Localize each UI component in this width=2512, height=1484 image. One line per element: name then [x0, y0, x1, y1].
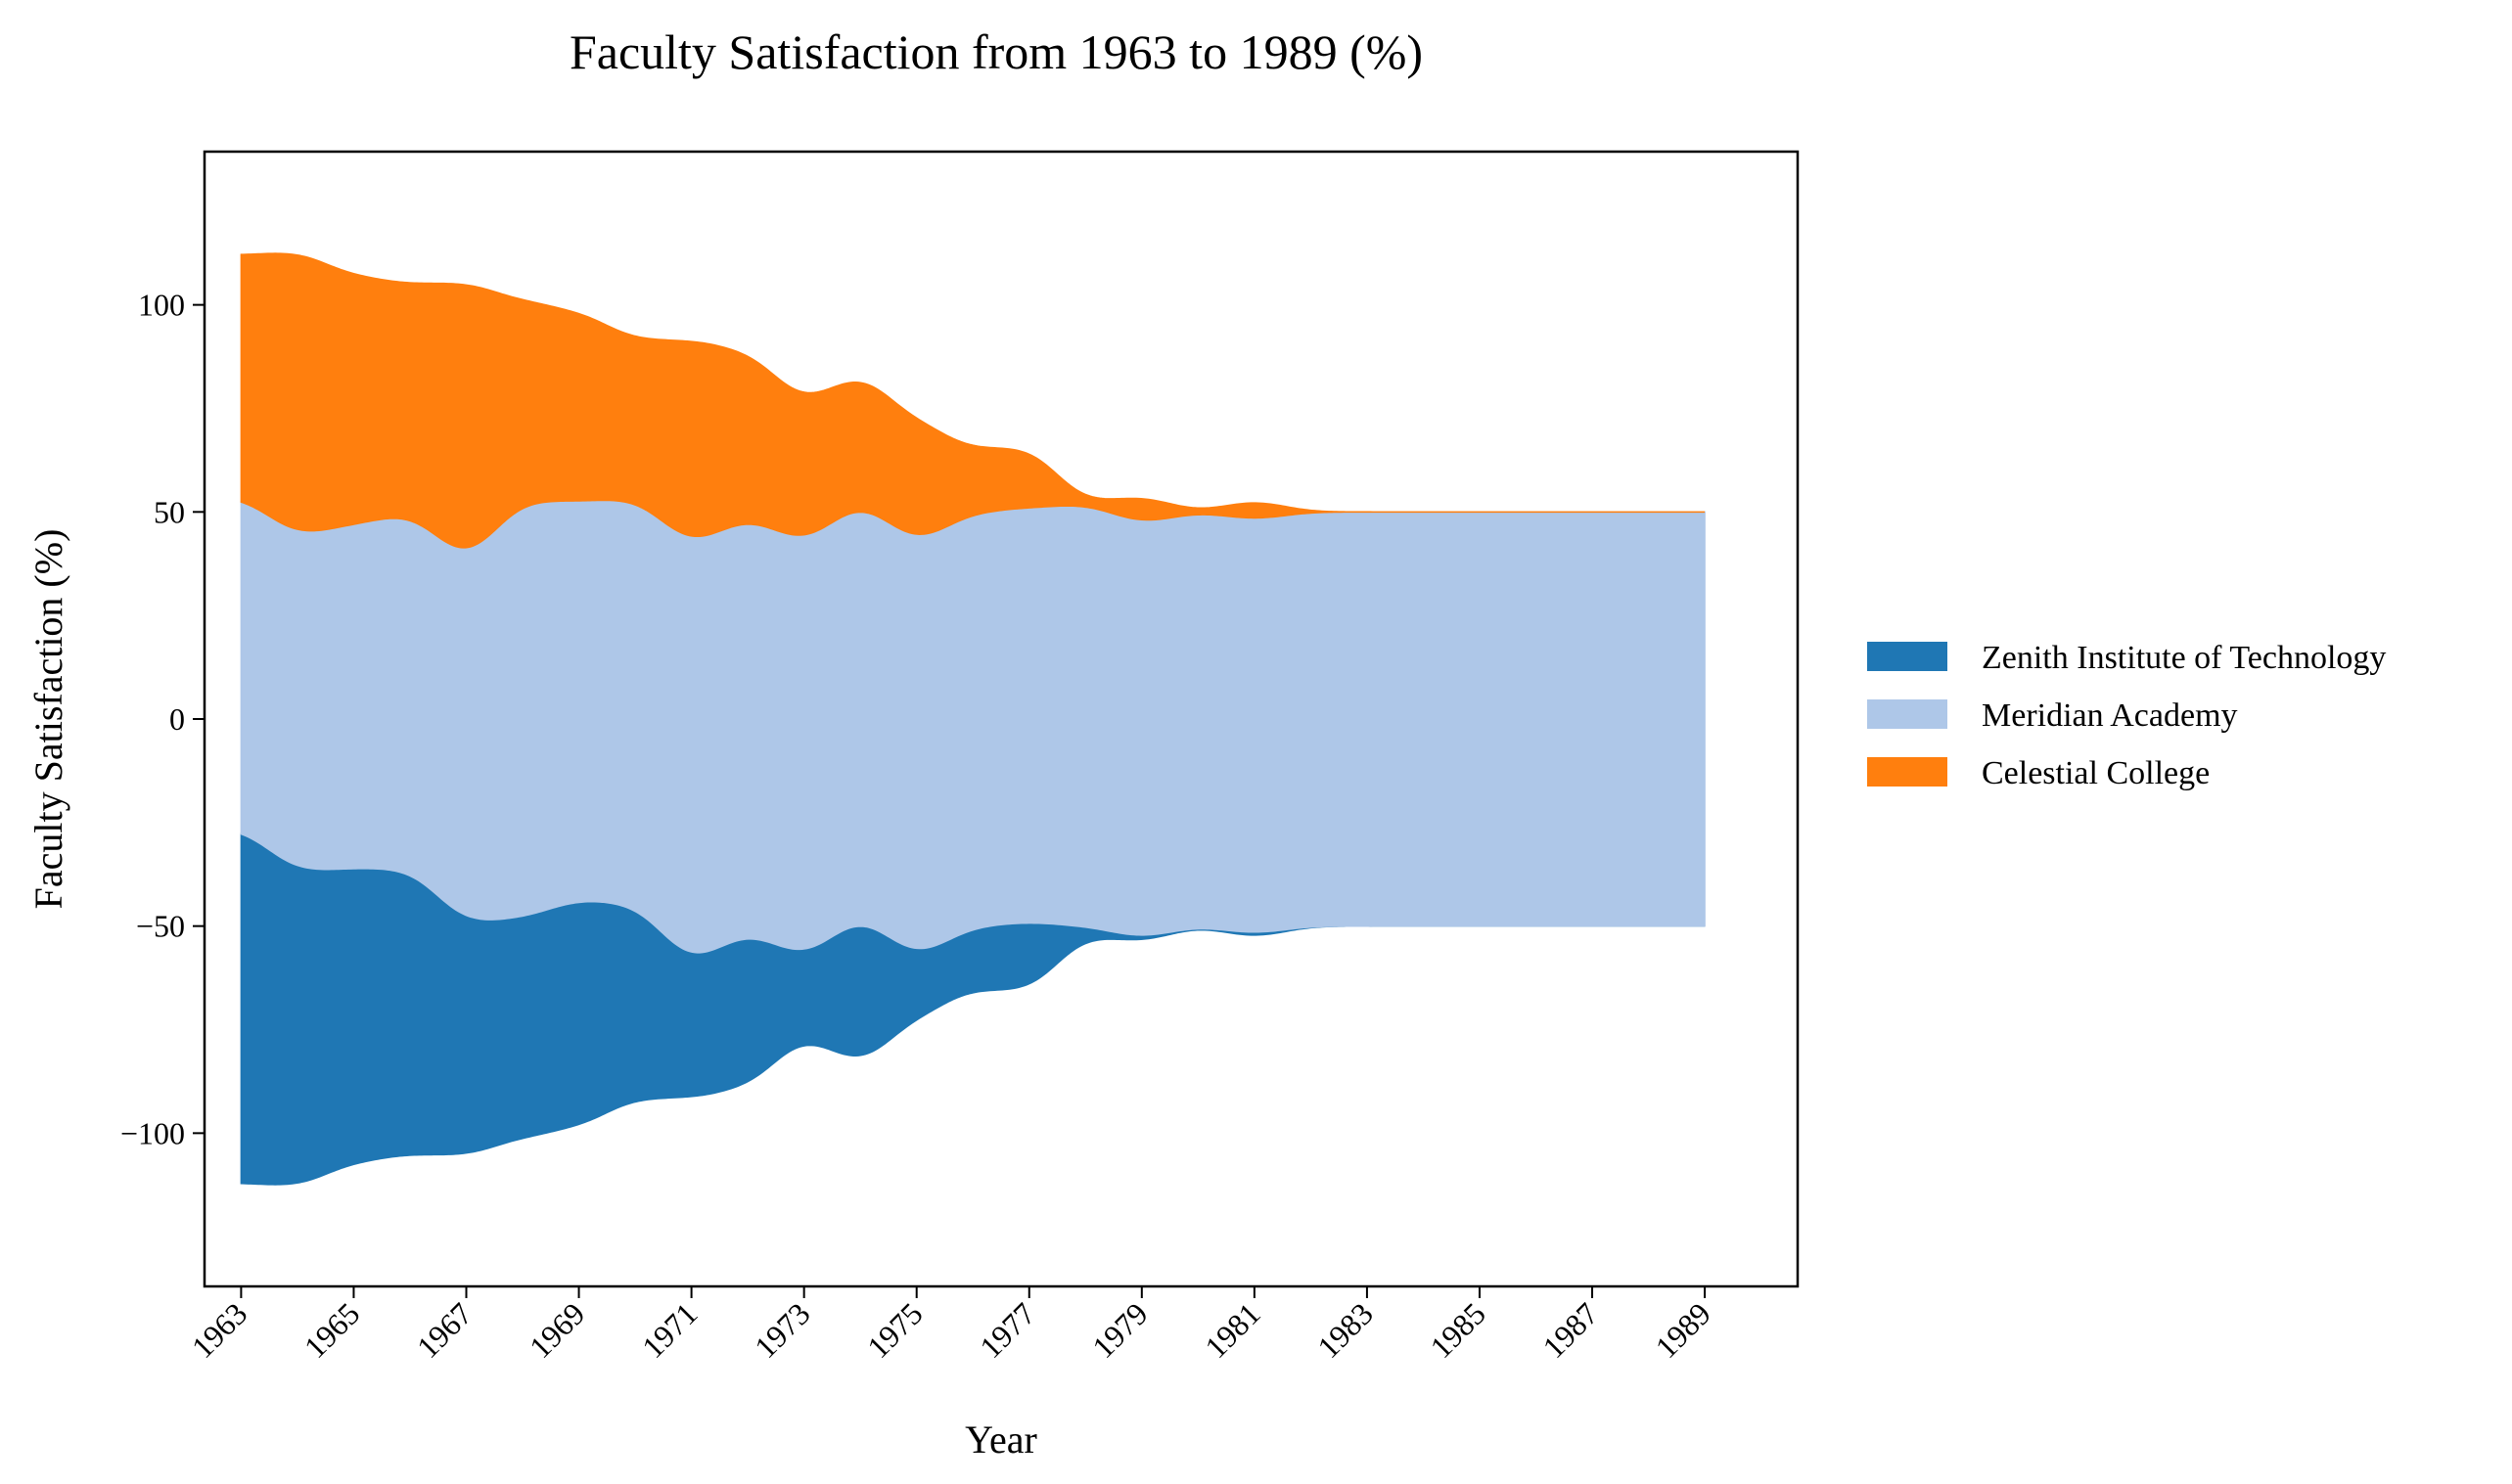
legend-label: Zenith Institute of Technology [1982, 640, 2386, 676]
x-tick-label: 1975 [860, 1295, 930, 1365]
legend-swatch [1867, 699, 1947, 729]
y-tick-label: 100 [138, 288, 185, 323]
x-axis-label: Year [965, 1417, 1037, 1462]
x-tick-label: 1983 [1310, 1295, 1380, 1365]
y-tick-label: 0 [169, 701, 185, 737]
x-tick-label: 1987 [1535, 1295, 1605, 1365]
x-tick-label: 1967 [410, 1295, 480, 1365]
x-tick-label: 1969 [523, 1295, 592, 1365]
y-tick-label: 50 [154, 494, 185, 529]
x-tick-label: 1989 [1648, 1295, 1717, 1365]
x-tick-label: 1979 [1085, 1295, 1155, 1365]
x-tick-label: 1977 [973, 1295, 1042, 1365]
legend: Zenith Institute of Technology Meridian A… [1867, 640, 2386, 791]
x-tick-label: 1965 [297, 1295, 367, 1365]
y-axis-ticks: −100 −50 0 50 100 [120, 288, 205, 1150]
legend-swatch [1867, 757, 1947, 787]
x-tick-label: 1985 [1423, 1295, 1492, 1365]
x-axis-ticks: 1963 1965 1967 1969 1971 1973 1975 1977 1979 1981… [185, 1286, 1717, 1365]
legend-label: Meridian Academy [1982, 697, 2238, 734]
x-tick-label: 1971 [635, 1295, 705, 1365]
stream-area-2 [240, 252, 1706, 549]
legend-label: Celestial College [1982, 755, 2210, 791]
y-axis-label: Faculty Satisfaction (%) [26, 529, 70, 910]
x-tick-label: 1963 [185, 1295, 254, 1365]
legend-swatch [1867, 642, 1947, 671]
chart-title: Faculty Satisfaction from 1963 to 1989 (… [570, 24, 1423, 79]
stream-area-1 [240, 499, 1706, 954]
y-tick-label: −100 [120, 1115, 185, 1150]
stream-areas [240, 252, 1706, 1186]
x-tick-label: 1981 [1198, 1295, 1267, 1365]
x-tick-label: 1973 [748, 1295, 817, 1365]
y-tick-label: −50 [136, 909, 185, 944]
